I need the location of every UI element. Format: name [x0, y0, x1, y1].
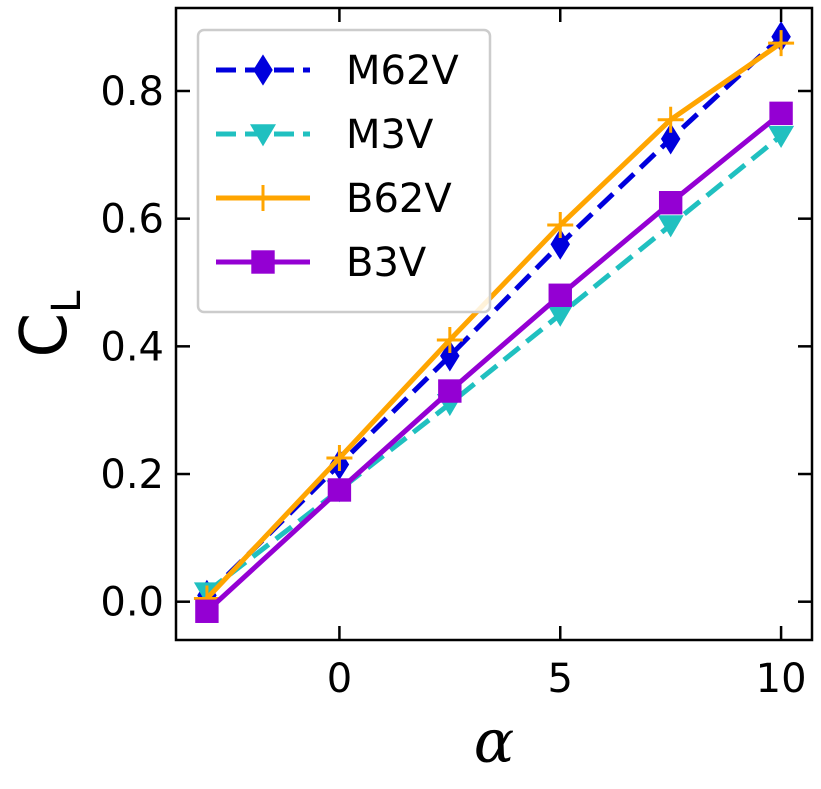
- data-point-M3V: [768, 125, 795, 149]
- data-point-M62V: [660, 123, 681, 155]
- y-tick-label: 0.0: [100, 580, 164, 626]
- legend-marker-B62V: [250, 185, 276, 211]
- x-tick-label: 10: [756, 656, 807, 702]
- data-point-B62V: [436, 326, 463, 353]
- legend-label-B3V: B3V: [346, 240, 427, 286]
- legend-marker-B3V: [251, 250, 275, 274]
- data-point-M62V: [550, 228, 570, 260]
- series-line-M62V: [205, 34, 783, 598]
- series-line-M3V: [205, 133, 783, 595]
- series-line-B62V: [205, 41, 783, 601]
- legend-label-B62V: B62V: [346, 176, 452, 222]
- y-tick-label: 0.8: [100, 69, 164, 115]
- data-point-M3V: [657, 215, 684, 238]
- x-tick-label: 0: [327, 656, 352, 702]
- data-point-M3V: [547, 304, 574, 327]
- ticks-layer: 0 5 10 0.0 0.2 0.4 0.6 0.8: [100, 8, 812, 702]
- data-point-B62V: [326, 445, 353, 472]
- data-point-B62V: [657, 106, 684, 133]
- data-point-B62V: [547, 212, 574, 239]
- legend-marker-M3V: [250, 124, 276, 147]
- data-point-B3V: [195, 599, 219, 623]
- y-axis-label: CL: [8, 290, 90, 358]
- legend-box: [196, 28, 492, 314]
- x-axis-label: α: [474, 707, 515, 777]
- y-tick-label: 0.4: [100, 324, 164, 370]
- legend-marker-M62V: [253, 54, 273, 86]
- legend: M62V M3V B62V B3V: [196, 28, 492, 314]
- legend-label-M3V: M3V: [346, 112, 434, 158]
- data-point-B62V: [768, 30, 795, 57]
- legend-label-M62V: M62V: [346, 48, 459, 94]
- y-tick-label: 0.2: [100, 452, 164, 498]
- y-axis-label-subscript: L: [44, 290, 90, 313]
- data-point-B3V: [769, 101, 793, 126]
- y-tick-label: 0.6: [100, 197, 164, 243]
- data-point-B3V: [327, 478, 352, 502]
- series-B62V: [193, 30, 795, 612]
- data-point-B3V: [438, 379, 462, 403]
- axes-frame: [174, 6, 814, 642]
- data-point-B3V: [548, 283, 572, 307]
- data-point-B3V: [658, 191, 683, 215]
- series-line-B3V: [205, 111, 783, 614]
- series-layer: [193, 21, 795, 623]
- y-axis-label-main: C: [8, 313, 82, 358]
- series-B3V: [195, 101, 793, 623]
- x-tick-label: 5: [548, 656, 573, 702]
